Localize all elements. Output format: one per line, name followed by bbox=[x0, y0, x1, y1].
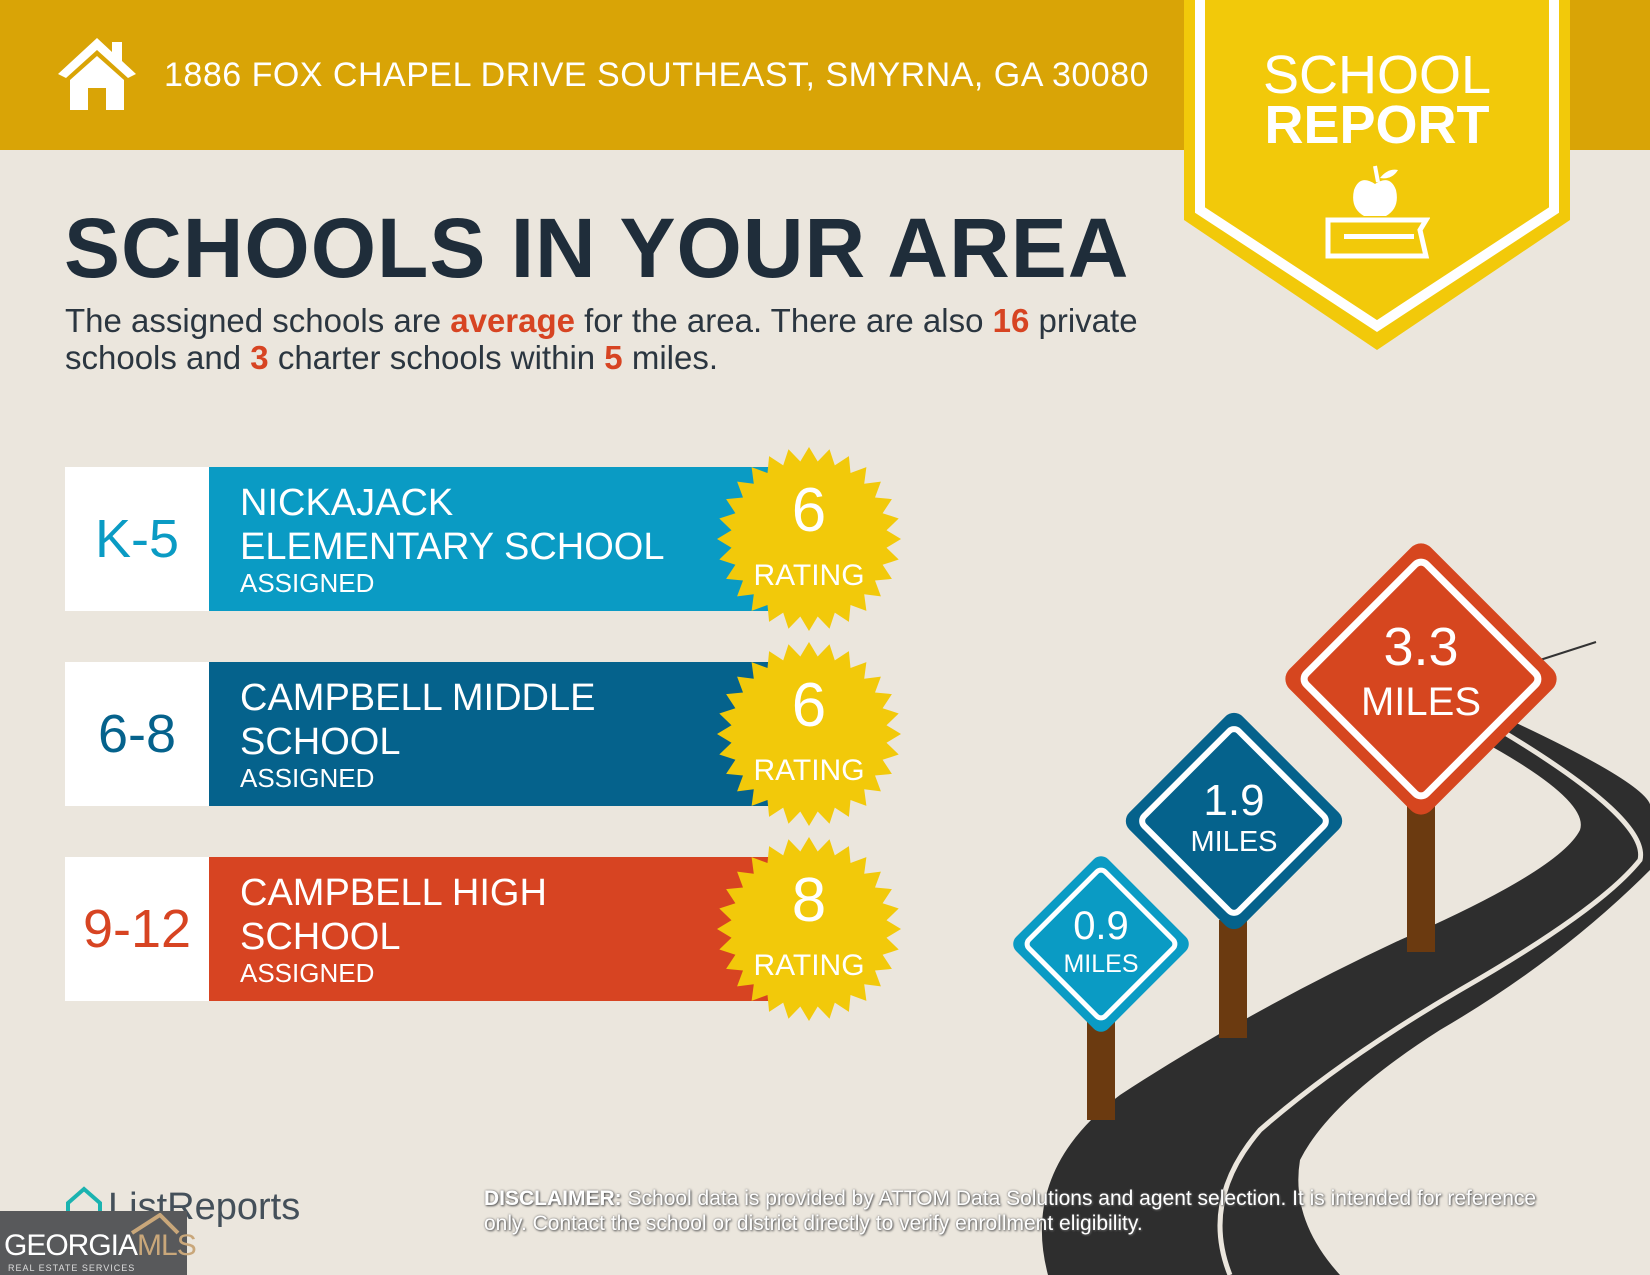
sign-3-3-miles bbox=[1285, 543, 1557, 815]
mls-b: MLS bbox=[137, 1229, 197, 1262]
rating-badge: 6 RATING bbox=[717, 642, 901, 826]
rating-label: RATING bbox=[753, 754, 865, 787]
summary-text: The assigned schools are average for the… bbox=[65, 302, 1185, 376]
page-title: SCHOOLS IN YOUR AREA bbox=[64, 201, 1130, 295]
rating-label: RATING bbox=[753, 949, 865, 982]
property-address: 1886 FOX CHAPEL DRIVE SOUTHEAST, SMYRNA,… bbox=[164, 56, 1150, 94]
grade-range: 6-8 bbox=[65, 662, 209, 806]
summary-part: miles. bbox=[622, 339, 718, 376]
disclaimer-label: DISCLAIMER: bbox=[484, 1187, 622, 1210]
rating-value: 6 bbox=[791, 476, 827, 545]
home-icon bbox=[58, 38, 136, 110]
distance-unit-high: MILES bbox=[1360, 680, 1482, 724]
school-info: CAMPBELL HIGH SCHOOL ASSIGNED bbox=[209, 857, 809, 1001]
summary-part: for the area. There are also bbox=[575, 302, 993, 339]
private-count: 16 bbox=[992, 302, 1030, 339]
mls-a: GEORGIA bbox=[4, 1229, 138, 1262]
school-name: CAMPBELL MIDDLE SCHOOL bbox=[240, 677, 596, 763]
distance-middle: 1.9 bbox=[1203, 776, 1265, 825]
starburst-icon bbox=[717, 642, 901, 826]
apple-book-icon bbox=[1325, 165, 1430, 259]
grade-range: 9-12 bbox=[65, 857, 209, 1001]
mls-sub: REAL ESTATE SERVICES bbox=[8, 1263, 136, 1273]
grade-range: K-5 bbox=[65, 467, 209, 611]
road-line bbox=[1217, 727, 1644, 1275]
banner-title-line2: REPORT bbox=[1264, 95, 1490, 155]
school-info: CAMPBELL MIDDLE SCHOOL ASSIGNED bbox=[209, 662, 809, 806]
roof-icon bbox=[130, 1213, 180, 1235]
assignment-status: ASSIGNED bbox=[240, 568, 375, 598]
georgia-mls-logo: GEORGIAMLS REAL ESTATE SERVICES bbox=[0, 1211, 197, 1275]
listreports-icon bbox=[66, 1186, 102, 1225]
radius-miles: 5 bbox=[604, 339, 623, 376]
school-row: 9-12 CAMPBELL HIGH SCHOOL ASSIGNED 8 RAT… bbox=[65, 837, 901, 1021]
sign-1-9-miles bbox=[1125, 712, 1343, 930]
rating-value: 6 bbox=[791, 671, 827, 740]
school-name: CAMPBELL HIGH SCHOOL bbox=[240, 872, 547, 958]
rating-label: RATING bbox=[753, 559, 865, 592]
distance-elementary: 0.9 bbox=[1073, 904, 1129, 948]
summary-part: private schools and bbox=[65, 302, 1138, 376]
distance-unit-middle: MILES bbox=[1190, 826, 1278, 858]
disclaimer-text: School data is provided by ATTOM Data So… bbox=[484, 1187, 1537, 1235]
rating-value: 8 bbox=[791, 866, 827, 935]
disclaimer: DISCLAIMER: School data is provided by A… bbox=[484, 1186, 1574, 1236]
distance-high: 3.3 bbox=[1383, 617, 1459, 677]
rating-badge: 8 RATING bbox=[717, 837, 901, 1021]
distance-unit-elementary: MILES bbox=[1063, 950, 1139, 978]
starburst-icon bbox=[717, 837, 901, 1021]
summary-part: The assigned schools are bbox=[65, 302, 451, 339]
summary-part: charter schools within bbox=[268, 339, 605, 376]
assignment-status: ASSIGNED bbox=[240, 958, 375, 988]
school-name: NICKAJACK ELEMENTARY SCHOOL bbox=[240, 482, 665, 568]
school-info: NICKAJACK ELEMENTARY SCHOOL ASSIGNED bbox=[209, 467, 809, 611]
quality-highlight: average bbox=[450, 302, 575, 339]
rating-badge: 6 RATING bbox=[717, 447, 901, 631]
school-row: K-5 NICKAJACK ELEMENTARY SCHOOL ASSIGNED… bbox=[65, 447, 901, 631]
charter-count: 3 bbox=[250, 339, 269, 376]
sign-0-9-miles bbox=[1013, 856, 1189, 1032]
school-row: 6-8 CAMPBELL MIDDLE SCHOOL ASSIGNED 6 RA… bbox=[65, 642, 901, 826]
assignment-status: ASSIGNED bbox=[240, 763, 375, 793]
banner-title-line1: SCHOOL bbox=[1262, 45, 1492, 105]
road bbox=[1041, 720, 1650, 1275]
starburst-icon bbox=[717, 447, 901, 631]
